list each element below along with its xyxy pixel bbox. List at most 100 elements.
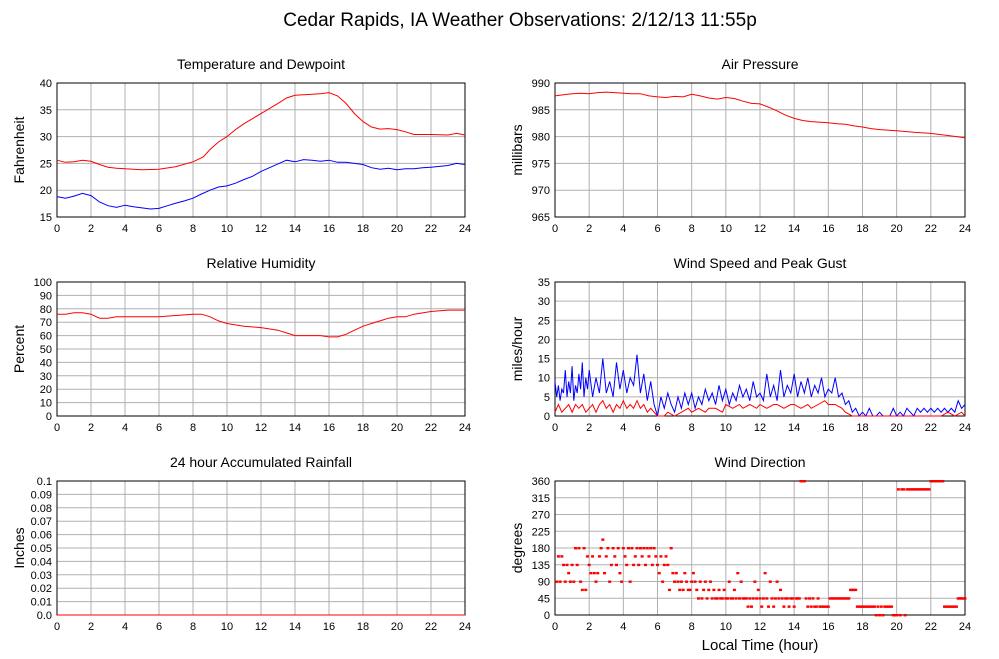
data-point [898,614,902,617]
x-tick-label: 4 [620,422,626,434]
data-point [693,580,697,583]
data-point [908,488,912,491]
data-point [738,597,741,600]
data-point [878,614,882,617]
data-point [796,597,800,600]
data-point [625,563,629,567]
y-tick-label: 0.01 [31,597,52,609]
data-point [864,605,868,608]
x-tick-label: 18 [856,223,868,235]
data-point [934,480,938,483]
y-tick-label: 5 [544,392,550,404]
x-tick-label: 14 [788,223,800,235]
y-tick-label: 0.07 [31,516,52,528]
data-point [890,605,894,608]
y-tick-label: 20 [538,334,550,346]
x-tick-label: 10 [221,223,233,235]
y-tick-label: 315 [532,493,550,505]
x-tick-label: 4 [620,223,626,235]
data-point [656,563,659,567]
data-point [604,555,608,558]
data-point [943,605,946,608]
x-tick-label: 0 [552,621,558,633]
data-point [758,597,762,600]
data-point [705,597,709,600]
data-point [724,597,728,600]
x-tick-label: 22 [425,223,437,235]
data-point [708,580,712,583]
data-point [615,563,618,567]
data-point [729,597,733,600]
x-tick-label: 0 [552,223,558,235]
data-point [963,597,967,600]
data-point [958,597,962,600]
data-point [558,580,562,583]
data-point [746,605,750,608]
data-point [748,597,752,600]
data-point [799,480,803,483]
x-tick-label: 18 [357,223,369,235]
x-tick-label: 10 [221,422,233,434]
data-point [896,488,900,491]
x-tick-label: 18 [856,621,868,633]
y-tick-label: 990 [532,78,550,90]
data-point [717,588,721,592]
y-tick-label: 25 [538,315,550,327]
data-point [884,605,888,608]
data-point [611,547,615,550]
y-tick-label: 0.08 [31,503,52,515]
x-tick-label: 22 [425,422,437,434]
data-point [767,605,771,608]
data-point [666,563,670,567]
data-point [628,580,632,583]
y-tick-label: 0 [46,411,52,423]
data-point [913,488,917,491]
x-tick-label: 24 [959,223,971,235]
x-tick-label: 12 [255,422,267,434]
data-point [647,555,651,558]
data-point [910,488,914,491]
data-point [613,555,617,558]
data-point [768,580,772,583]
data-point [592,571,596,575]
x-tick-label: 8 [190,422,196,434]
data-point [825,605,829,608]
data-point [638,547,642,550]
series-0-points [555,480,967,617]
data-point [662,563,666,567]
y-tick-label: 0.02 [31,583,52,595]
x-tick-label: 20 [891,223,903,235]
x-tick-label: 8 [190,621,196,633]
x-tick-label: 16 [323,223,335,235]
x-tick-label: 8 [689,223,695,235]
y-tick-label: 90 [40,290,52,302]
data-point [874,614,878,617]
data-point [818,605,822,608]
x-tick-label: 4 [122,422,128,434]
data-point [912,488,916,491]
y-axis-label: millibars [509,124,525,175]
x-tick-label: 14 [289,223,301,235]
series-line-1 [56,159,466,210]
data-point [621,547,625,550]
data-point [562,563,566,567]
data-point [770,597,774,600]
data-point [572,580,576,583]
x-tick-label: 16 [822,422,834,434]
data-point [749,605,753,608]
data-point [772,605,776,608]
series-line-0 [57,309,465,338]
data-point [756,588,760,592]
x-tick-label: 20 [891,422,903,434]
x-tick-label: 6 [156,621,162,633]
y-tick-label: 0.06 [31,530,52,542]
chart-title: Temperature and Dewpoint [177,56,345,72]
data-point [570,563,574,567]
data-point [866,605,870,608]
data-point [579,580,583,583]
x-tick-label: 22 [925,223,937,235]
data-point [806,605,810,608]
data-point [761,597,765,600]
